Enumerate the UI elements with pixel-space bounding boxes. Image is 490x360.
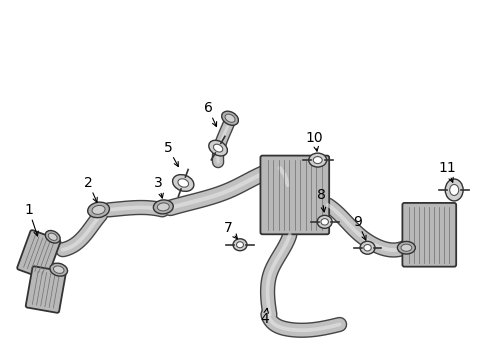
Ellipse shape <box>397 242 416 254</box>
Text: 1: 1 <box>24 203 33 217</box>
Ellipse shape <box>50 263 68 276</box>
Ellipse shape <box>225 114 235 122</box>
Ellipse shape <box>450 184 459 195</box>
Ellipse shape <box>221 111 239 125</box>
Ellipse shape <box>360 241 375 254</box>
Ellipse shape <box>214 144 223 152</box>
Ellipse shape <box>172 175 194 192</box>
Text: 4: 4 <box>261 312 270 327</box>
Ellipse shape <box>45 230 60 243</box>
Ellipse shape <box>157 203 169 211</box>
Ellipse shape <box>309 153 327 167</box>
FancyBboxPatch shape <box>17 230 60 279</box>
Ellipse shape <box>88 202 109 218</box>
Ellipse shape <box>178 179 189 187</box>
Text: 5: 5 <box>164 141 172 155</box>
Ellipse shape <box>317 215 332 228</box>
Text: 8: 8 <box>317 188 326 202</box>
Ellipse shape <box>237 242 244 248</box>
Ellipse shape <box>401 244 412 251</box>
Text: 2: 2 <box>84 176 93 190</box>
Text: 3: 3 <box>154 176 163 190</box>
Text: 9: 9 <box>353 215 362 229</box>
Ellipse shape <box>445 179 463 201</box>
Ellipse shape <box>49 233 57 240</box>
Ellipse shape <box>92 206 105 214</box>
Text: 6: 6 <box>204 101 213 115</box>
FancyBboxPatch shape <box>402 203 456 267</box>
Text: 7: 7 <box>224 221 232 235</box>
Ellipse shape <box>233 239 247 251</box>
Text: 10: 10 <box>306 131 323 145</box>
FancyBboxPatch shape <box>261 156 329 234</box>
Text: 11: 11 <box>439 161 456 175</box>
Ellipse shape <box>53 266 64 273</box>
Ellipse shape <box>153 200 173 214</box>
Ellipse shape <box>364 244 371 251</box>
FancyBboxPatch shape <box>26 266 66 313</box>
Ellipse shape <box>313 157 322 163</box>
Ellipse shape <box>321 219 328 225</box>
Ellipse shape <box>209 140 227 156</box>
